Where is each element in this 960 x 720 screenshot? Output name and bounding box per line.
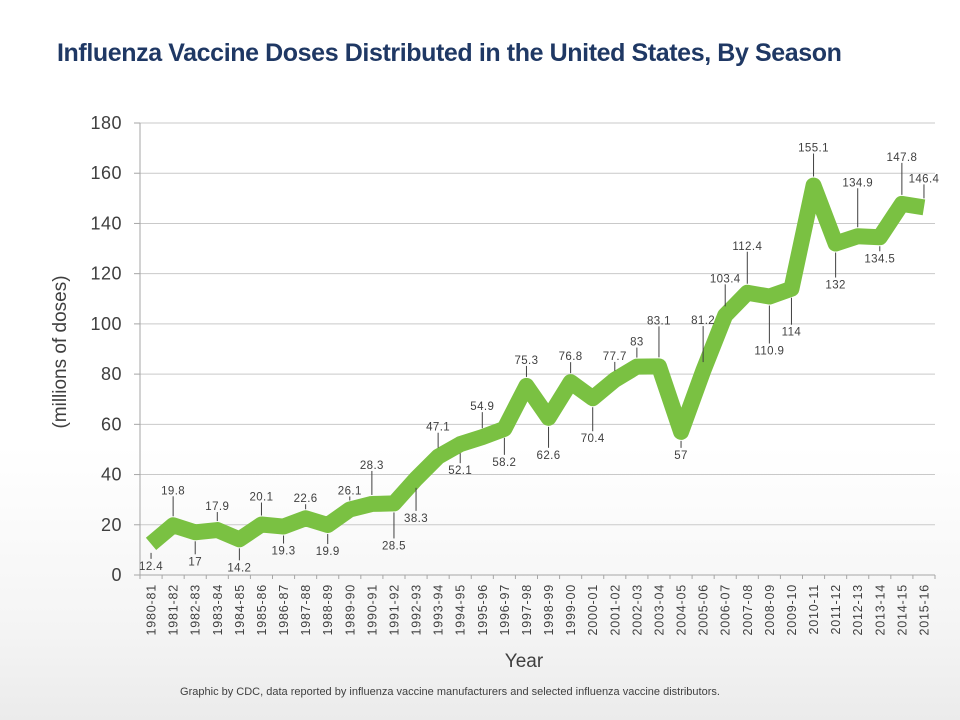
- data-point-label: 20.1: [249, 492, 273, 504]
- data-point-label: 12.4: [139, 561, 163, 573]
- data-point-label: 17.9: [205, 501, 229, 513]
- x-tick-label: 1994-95: [454, 584, 468, 635]
- x-tick-label: 1988-89: [321, 584, 335, 635]
- data-point-label: 114: [782, 327, 802, 339]
- x-tick-label: 2006-07: [719, 584, 733, 635]
- x-tick-label: 1990-91: [365, 584, 379, 635]
- y-tick-label: 180: [90, 113, 122, 133]
- x-tick-label: 1993-94: [432, 584, 446, 635]
- data-point-label: 103.4: [710, 273, 741, 285]
- y-tick-label: 40: [101, 465, 122, 485]
- data-point-label: 28.3: [360, 460, 384, 472]
- x-tick-label: 2001-02: [608, 584, 622, 635]
- x-tick-label: 1984-85: [233, 584, 247, 635]
- x-tick-label: 1987-88: [299, 584, 313, 635]
- y-tick-label: 20: [101, 515, 122, 535]
- data-point-label: 146.4: [909, 173, 940, 185]
- x-tick-label: 2008-09: [763, 584, 777, 635]
- data-point-label: 58.2: [492, 457, 516, 469]
- y-tick-label: 140: [90, 213, 122, 233]
- data-point-label: 17: [188, 556, 202, 568]
- data-point-label: 47.1: [426, 422, 450, 434]
- x-tick-label: 1991-92: [387, 584, 401, 635]
- x-tick-label: 2005-06: [697, 584, 711, 635]
- x-tick-label: 2012-13: [851, 584, 865, 635]
- data-point-label: 22.6: [294, 493, 318, 505]
- data-point-label: 83.1: [647, 315, 671, 327]
- x-tick-label: 1999-00: [564, 584, 578, 635]
- x-tick-label: 2011-12: [829, 584, 843, 635]
- x-tick-label: 2015-16: [917, 584, 931, 635]
- x-tick-label: 2013-14: [873, 584, 887, 635]
- x-tick-label: 1981-82: [167, 584, 181, 635]
- y-tick-label: 160: [90, 163, 122, 183]
- y-tick-label: 120: [90, 264, 122, 284]
- x-tick-label: 1992-93: [410, 584, 424, 635]
- data-point-label: 54.9: [470, 401, 494, 413]
- data-point-label: 134.9: [842, 177, 873, 189]
- data-point-label: 28.5: [382, 540, 406, 552]
- data-point-label: 19.9: [316, 546, 340, 558]
- data-point-label: 83: [630, 337, 644, 349]
- x-tick-label: 2014-15: [895, 584, 909, 635]
- y-axis-title: (millions of doses): [50, 275, 71, 428]
- data-point-label: 77.7: [603, 351, 627, 363]
- data-point-label: 62.6: [537, 450, 561, 462]
- data-point-label: 76.8: [559, 351, 583, 363]
- data-point-label: 14.2: [227, 562, 251, 574]
- data-point-label: 19.8: [161, 485, 185, 497]
- x-tick-label: 1986-87: [277, 584, 291, 635]
- data-point-label: 70.4: [581, 433, 605, 445]
- x-tick-label: 2000-01: [586, 584, 600, 635]
- x-tick-label: 2004-05: [675, 584, 689, 635]
- y-tick-label: 80: [101, 364, 122, 384]
- data-point-label: 147.8: [886, 152, 917, 164]
- x-tick-label: 1995-96: [476, 584, 490, 635]
- data-point-label: 19.3: [272, 546, 296, 558]
- y-tick-label: 0: [111, 565, 122, 585]
- x-tick-label: 1982-83: [189, 584, 203, 635]
- x-tick-label: 1980-81: [145, 584, 159, 635]
- x-tick-label: 1997-98: [520, 584, 534, 635]
- data-point-label: 75.3: [514, 355, 538, 367]
- x-tick-label: 1989-90: [343, 584, 357, 635]
- data-point-label: 81.2: [691, 315, 715, 327]
- data-point-label: 38.3: [404, 513, 428, 525]
- data-point-label: 52.1: [448, 465, 472, 477]
- x-tick-label: 2003-04: [652, 584, 666, 635]
- y-tick-label: 60: [101, 414, 122, 434]
- data-point-label: 110.9: [754, 346, 784, 358]
- data-point-label: 132: [825, 280, 845, 292]
- x-tick-label: 1998-99: [542, 584, 556, 635]
- data-point-label: 57: [674, 450, 688, 462]
- footer-credit: Graphic by CDC, data reported by influen…: [180, 686, 720, 698]
- x-tick-label: 2010-11: [807, 584, 821, 635]
- data-point-label: 134.5: [864, 253, 895, 265]
- y-tick-label: 100: [90, 314, 122, 334]
- data-point-label: 112.4: [732, 241, 762, 253]
- x-tick-label: 1985-86: [255, 584, 269, 635]
- series-line: [145, 177, 926, 550]
- data-point-label: 155.1: [798, 143, 829, 155]
- x-tick-label: 2009-10: [785, 584, 799, 635]
- x-axis-title: Year: [505, 651, 544, 672]
- x-tick-label: 1983-84: [211, 584, 225, 635]
- x-tick-label: 1996-97: [498, 584, 512, 635]
- chart-title: Influenza Vaccine Doses Distributed in t…: [57, 39, 842, 67]
- data-point-label: 26.1: [338, 485, 362, 497]
- x-tick-label: 2007-08: [741, 584, 755, 635]
- x-tick-label: 2002-03: [630, 584, 644, 635]
